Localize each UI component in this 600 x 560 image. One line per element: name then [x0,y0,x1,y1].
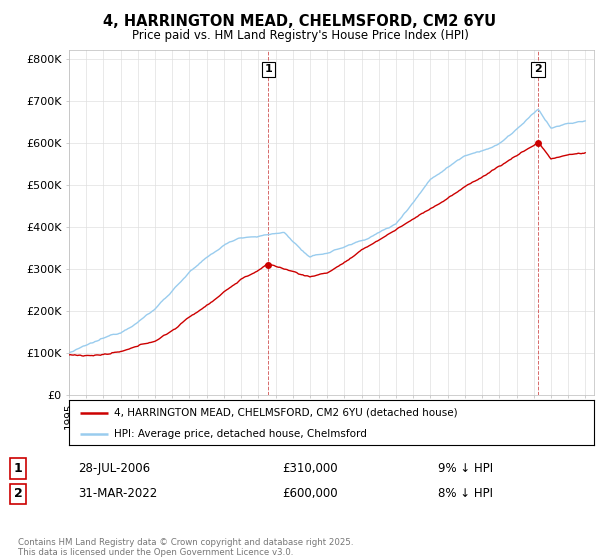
Text: 28-JUL-2006: 28-JUL-2006 [78,462,150,475]
Text: 1: 1 [14,462,22,475]
Text: 4, HARRINGTON MEAD, CHELMSFORD, CM2 6YU (detached house): 4, HARRINGTON MEAD, CHELMSFORD, CM2 6YU … [113,408,457,418]
Text: 2: 2 [14,487,22,501]
Text: 4, HARRINGTON MEAD, CHELMSFORD, CM2 6YU: 4, HARRINGTON MEAD, CHELMSFORD, CM2 6YU [103,14,497,29]
Text: Price paid vs. HM Land Registry's House Price Index (HPI): Price paid vs. HM Land Registry's House … [131,29,469,42]
Text: 9% ↓ HPI: 9% ↓ HPI [438,462,493,475]
Text: 31-MAR-2022: 31-MAR-2022 [78,487,157,501]
Text: HPI: Average price, detached house, Chelmsford: HPI: Average price, detached house, Chel… [113,429,367,439]
Text: £600,000: £600,000 [282,487,338,501]
Text: Contains HM Land Registry data © Crown copyright and database right 2025.
This d: Contains HM Land Registry data © Crown c… [18,538,353,557]
Text: 1: 1 [265,64,272,74]
Text: 8% ↓ HPI: 8% ↓ HPI [438,487,493,501]
Text: 2: 2 [534,64,542,74]
Text: £310,000: £310,000 [282,462,338,475]
